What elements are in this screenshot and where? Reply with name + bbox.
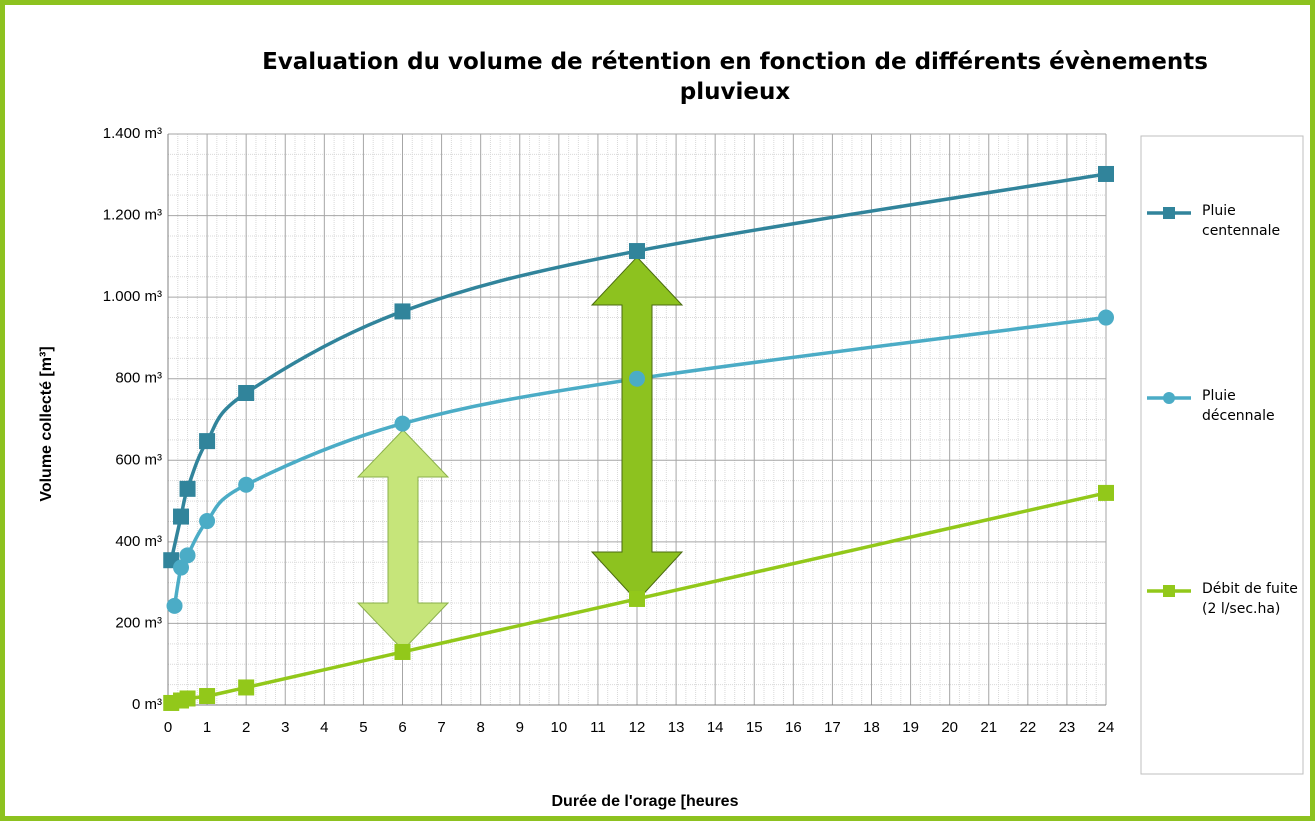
marker: [173, 559, 190, 576]
x-tick-label: 22: [1019, 719, 1036, 736]
marker: [394, 303, 411, 320]
chart: Volume collecté [m³] Durée de l'orage [h…: [38, 125, 1304, 810]
grid: 0 1 2 3 4 5 6 7 8 9 10 11 12 13 14 15 16 17 18 19 20 21 22 23 24…: [103, 125, 1115, 736]
marker: [238, 679, 255, 696]
x-tick-label: 16: [785, 719, 802, 736]
x-tick-label: 3: [281, 719, 289, 736]
marker: [629, 370, 645, 387]
x-tick-label: 13: [668, 719, 685, 736]
marker: [629, 243, 645, 260]
marker: [199, 513, 216, 530]
x-tick-label: 17: [824, 719, 841, 736]
x-tick-label: 21: [980, 719, 997, 736]
x-tick-label: 19: [902, 719, 919, 736]
marker: [179, 690, 196, 707]
x-tick-label: 24: [1098, 719, 1115, 736]
y-tick-label: 0 m³: [132, 696, 162, 713]
x-tick-label: 14: [707, 719, 724, 736]
x-tick-label: 15: [746, 719, 763, 736]
x-tick-label: 4: [320, 719, 328, 736]
y-tick-label: 1.000 m³: [103, 288, 162, 305]
marker: [238, 476, 255, 493]
y-tick-label: 1.400 m³: [103, 125, 162, 142]
x-axis-label: Durée de l'orage [heures: [552, 793, 739, 810]
y-tick-label: 1.200 m³: [103, 207, 162, 224]
legend-label: Débit de fuite (2 l/sec.ha): [1202, 581, 1298, 617]
legend-label: Pluie centennale: [1202, 203, 1281, 239]
marker: [1163, 207, 1175, 219]
x-tick-label: 23: [1059, 719, 1076, 736]
x-tick-label: 7: [437, 719, 445, 736]
legend-label: Pluie décennale: [1202, 388, 1275, 424]
marker: [1163, 392, 1175, 404]
marker: [199, 433, 216, 450]
y-tick-label: 800 m³: [115, 370, 162, 387]
marker: [629, 590, 645, 607]
marker: [1098, 309, 1114, 326]
legend-box: [1140, 135, 1304, 775]
x-tick-label: 18: [863, 719, 880, 736]
marker: [394, 643, 411, 660]
marker: [1163, 585, 1175, 597]
series-markers: [163, 165, 1114, 711]
difference-arrow: [356, 429, 450, 651]
chart-title: Evaluation du volume de rétention en fon…: [262, 49, 1208, 105]
x-tick-label: 1: [203, 719, 211, 736]
marker: [179, 480, 196, 497]
x-tick-label: 5: [359, 719, 367, 736]
x-tick-label: 2: [242, 719, 250, 736]
x-tick-label: 12: [629, 719, 646, 736]
y-tick-label: 200 m³: [115, 614, 162, 631]
x-tick-label: 6: [398, 719, 406, 736]
x-tick-label: 0: [164, 719, 172, 736]
y-axis-label: Volume collecté [m³]: [38, 346, 55, 501]
y-tick-label: 400 m³: [115, 533, 162, 550]
marker: [166, 597, 183, 614]
x-tick-label: 10: [550, 719, 567, 736]
marker: [173, 508, 190, 525]
series-line: [169, 172, 1107, 561]
y-tick-label: 600 m³: [115, 451, 162, 468]
marker: [1098, 484, 1114, 501]
marker: [179, 547, 196, 564]
marker: [238, 384, 255, 401]
x-tick-label: 8: [476, 719, 484, 736]
x-tick-label: 20: [941, 719, 958, 736]
difference-arrow: [590, 256, 684, 602]
marker: [394, 415, 411, 432]
x-tick-label: 9: [516, 719, 524, 736]
x-tick-label: 11: [590, 719, 606, 736]
marker: [199, 688, 216, 705]
marker: [1098, 165, 1114, 182]
